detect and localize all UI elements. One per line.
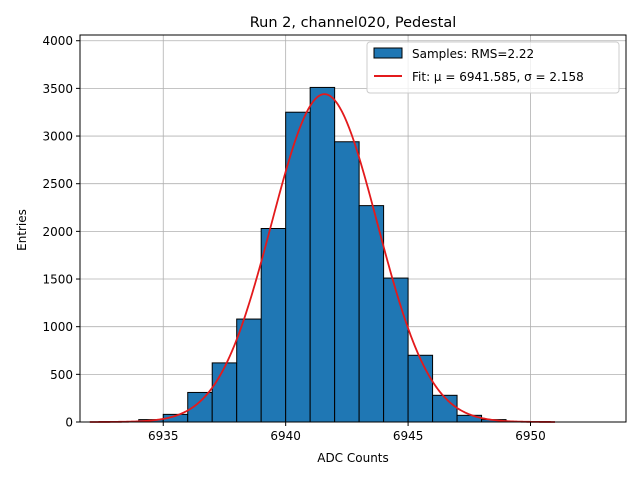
legend-histogram-swatch: [373, 47, 403, 59]
axis-ticks: 6935 6940 6945 6950 0 500 1000 1500 2000 2500 3000…: [42, 34, 545, 443]
histogram-bar: [432, 394, 458, 423]
x-axis-label: ADC Counts: [317, 451, 389, 465]
y-tick-label: 2500: [42, 177, 73, 191]
y-tick-label: 1500: [42, 273, 73, 287]
legend-fit-label: Fit: μ = 6941.585, σ = 2.158: [412, 70, 584, 84]
histogram-bar: [236, 318, 262, 423]
histogram-bar: [260, 228, 287, 423]
histogram-bar: [309, 86, 336, 423]
x-tick-label: 6935: [148, 429, 179, 443]
chart-title: Run 2, channel020, Pedestal: [250, 15, 457, 31]
x-tick-label: 6945: [393, 429, 424, 443]
y-tick-label: 2000: [42, 225, 73, 239]
plot-frame: [79, 34, 627, 423]
x-tick-label: 6950: [515, 429, 546, 443]
y-tick-label: 4000: [42, 34, 73, 48]
y-tick-label: 3000: [42, 130, 73, 144]
legend: Samples: RMS=2.22 Fit: μ = 6941.585, σ =…: [366, 41, 620, 94]
x-tick-label: 6940: [270, 429, 301, 443]
y-tick-label: 0: [65, 416, 73, 430]
fit-curve-layer: [89, 93, 556, 423]
legend-box: [366, 41, 620, 94]
histogram-bar: [211, 362, 238, 423]
histogram-bar: [407, 354, 434, 423]
y-tick-label: 3500: [42, 82, 73, 96]
histogram-bar: [383, 277, 409, 423]
y-tick-label: 500: [50, 368, 73, 382]
fit-curve: [89, 93, 556, 423]
histogram-bar: [334, 141, 360, 423]
y-axis-label: Entries: [15, 209, 29, 251]
y-tick-label: 1000: [42, 320, 73, 334]
legend-histogram-label: Samples: RMS=2.22: [412, 47, 534, 61]
histogram-bars: [138, 86, 507, 423]
histogram-bar: [358, 205, 385, 423]
